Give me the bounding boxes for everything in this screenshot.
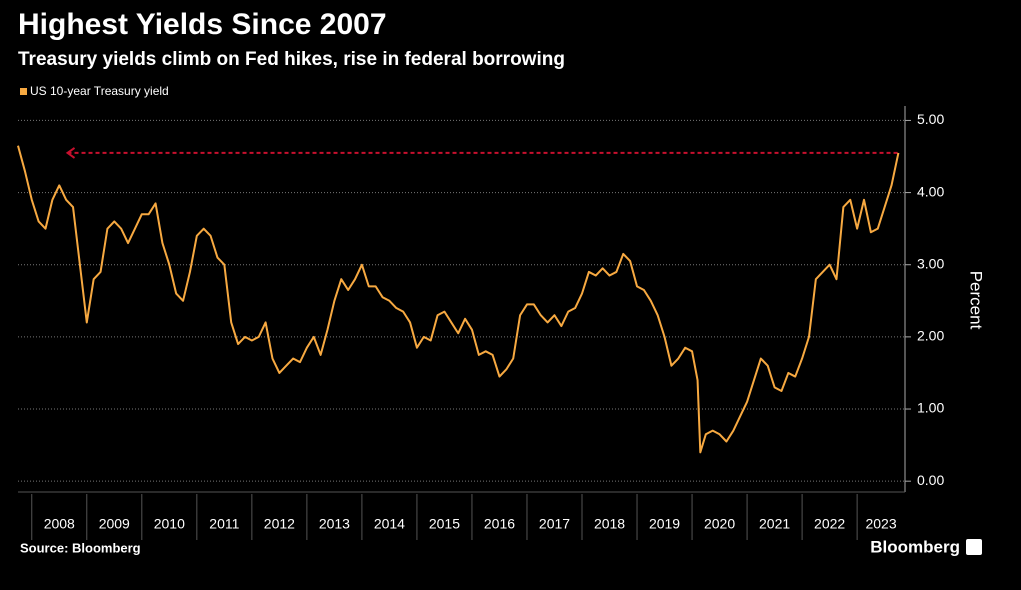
- x-tick-label: 2014: [374, 516, 405, 532]
- series-line: [17, 145, 900, 454]
- chart-subtitle: Treasury yields climb on Fed hikes, rise…: [18, 49, 565, 70]
- y-tick-label: 4.00: [917, 183, 944, 199]
- x-tick-label: 2013: [319, 516, 350, 532]
- brand: Bloomberg: [870, 537, 960, 556]
- legend-label: US 10-year Treasury yield: [30, 84, 169, 98]
- x-tick-label: 2015: [429, 516, 460, 532]
- x-tick-label: 2009: [99, 516, 130, 532]
- x-tick-label: 2021: [759, 516, 790, 532]
- x-tick-label: 2019: [649, 516, 680, 532]
- chart-title: Highest Yields Since 2007: [18, 8, 387, 41]
- reference-arrow: [65, 147, 76, 159]
- y-tick-label: 0.00: [917, 472, 944, 488]
- x-tick-label: 2023: [865, 516, 896, 532]
- y-axis-label: Percent: [967, 271, 986, 330]
- brand-icon: [966, 539, 982, 555]
- x-tick-label: 2022: [814, 516, 845, 532]
- x-tick-label: 2012: [264, 516, 295, 532]
- x-tick-label: 2017: [539, 516, 570, 532]
- y-tick-label: 1.00: [917, 400, 944, 416]
- x-tick-label: 2010: [154, 516, 185, 532]
- y-tick-label: 3.00: [917, 255, 944, 271]
- legend-swatch: [20, 88, 27, 95]
- source: Source: Bloomberg: [20, 540, 141, 555]
- x-tick-label: 2008: [44, 516, 75, 532]
- x-tick-label: 2018: [594, 516, 625, 532]
- y-tick-label: 5.00: [917, 111, 944, 127]
- x-tick-label: 2016: [484, 516, 515, 532]
- x-tick-label: 2020: [704, 516, 735, 532]
- x-tick-label: 2011: [209, 516, 239, 532]
- y-tick-label: 2.00: [917, 328, 944, 344]
